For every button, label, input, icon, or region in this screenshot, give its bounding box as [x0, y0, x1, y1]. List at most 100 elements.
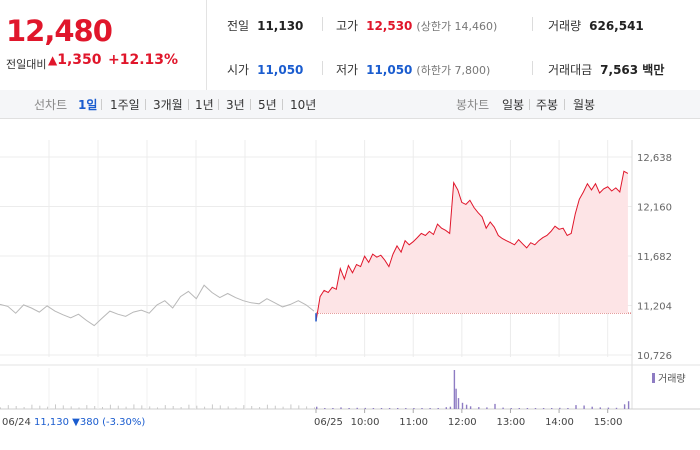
volume-bar	[429, 408, 431, 409]
change-amount: ▲1,350	[48, 52, 102, 68]
volume-bar-prev	[282, 406, 284, 409]
divider	[101, 99, 102, 110]
volume-bar-prev	[39, 405, 41, 409]
low-value: 11,050	[366, 63, 413, 77]
volume-bar	[437, 408, 439, 409]
volume-bar	[364, 407, 366, 409]
open-value: 11,050	[257, 63, 304, 77]
volume-bar	[478, 407, 480, 410]
y-tick-label: 10,726	[637, 351, 672, 362]
divider	[145, 99, 146, 110]
volume-bar-prev	[23, 407, 25, 409]
volume: 거래량 626,541	[548, 17, 644, 34]
volume-bar-prev	[172, 406, 174, 409]
current-price: 12,480	[6, 14, 113, 48]
volume-bar	[449, 406, 452, 409]
period-1d[interactable]: 1일	[78, 98, 98, 112]
period-3m[interactable]: 3개월	[153, 98, 183, 112]
prev-day-line	[0, 284, 315, 327]
change-label: 전일대비	[6, 58, 47, 71]
x-tick-label: 10:00	[351, 417, 380, 428]
divider	[282, 99, 283, 110]
volume-bar	[575, 405, 577, 409]
volume-bar	[591, 406, 593, 409]
volume-bar	[583, 405, 585, 409]
volume-bar-prev	[274, 405, 276, 409]
volume-bar-prev	[133, 404, 135, 409]
prev-close: 전일 11,130	[227, 17, 303, 34]
lower-limit: (하한가 7,800)	[416, 64, 491, 77]
divider	[218, 99, 219, 110]
volume-bar	[388, 408, 391, 409]
volume-bar-prev	[47, 406, 49, 409]
open-label: 시가	[227, 63, 250, 77]
volume-bar	[380, 408, 383, 409]
volume-legend-swatch	[652, 373, 655, 383]
quote-header: 12,480 전일대비 ▲1,350 +12.13% 전일 11,130 고가 12…	[0, 0, 700, 91]
up-triangle-icon: ▲	[48, 53, 58, 67]
volume-legend-label: 거래량	[658, 373, 686, 385]
volume-bar	[453, 370, 456, 409]
divider	[250, 99, 251, 110]
candle-weekly[interactable]: 주봉	[536, 98, 559, 112]
volume-bar	[332, 408, 334, 409]
change-percent: +12.13%	[108, 52, 179, 68]
volume-bar-prev	[141, 405, 143, 409]
candle-daily[interactable]: 일봉	[502, 98, 525, 112]
change-amount-value: 1,350	[57, 52, 102, 68]
line-chart-label: 선차트	[34, 98, 68, 112]
x-tick-label: 13:00	[496, 417, 525, 428]
volume-bar-prev	[219, 405, 221, 409]
volume-bar	[551, 408, 553, 409]
divider	[322, 61, 323, 75]
volume-bar-prev	[109, 404, 111, 409]
volume-bar	[457, 398, 460, 409]
period-1w[interactable]: 1주일	[110, 98, 140, 112]
volume-bar-prev	[78, 407, 80, 409]
candle-monthly[interactable]: 월봉	[573, 98, 596, 112]
divider	[532, 17, 533, 31]
volume-bar	[518, 408, 520, 409]
volume-bar-prev	[7, 405, 9, 409]
volume-bar	[397, 408, 399, 409]
volume-bar-prev	[102, 407, 103, 409]
volume-bar-prev	[211, 404, 213, 409]
prev-day-label: 06/24	[2, 417, 31, 428]
period-10y[interactable]: 10년	[290, 98, 317, 112]
volume-bar	[461, 402, 464, 409]
y-tick-label: 11,682	[637, 252, 672, 263]
period-5y[interactable]: 5년	[258, 98, 277, 112]
volume-value: 626,541	[589, 19, 644, 33]
price-box: 12,480 전일대비 ▲1,350 +12.13%	[0, 0, 207, 90]
volume-bar-prev	[188, 404, 190, 409]
trading-value-label: 거래대금	[548, 63, 593, 77]
volume-bar-prev	[86, 405, 88, 409]
candle-chart-label: 봉차트	[456, 98, 490, 112]
volume-bar-prev	[298, 405, 300, 409]
volume-bar	[607, 407, 610, 409]
volume-bar	[534, 408, 537, 409]
volume-bar-prev	[204, 406, 206, 409]
volume-bar-prev	[196, 405, 198, 409]
divider	[529, 99, 530, 110]
chart-toolbar: 선차트 1일 1주일 3개월 1년 3년 5년 10년 봉차트 일봉 주봉 월봉	[0, 90, 700, 119]
volume-bar-prev	[62, 405, 64, 409]
period-1y[interactable]: 1년	[195, 98, 214, 112]
volume-bar	[567, 408, 569, 409]
volume-bar	[340, 407, 342, 409]
volume-bar	[599, 407, 601, 409]
today-line	[315, 170, 629, 322]
period-3y[interactable]: 3년	[226, 98, 245, 112]
volume-bar	[405, 408, 407, 409]
volume-bar-prev	[15, 406, 17, 409]
volume-bar	[627, 401, 630, 409]
volume-bar	[469, 406, 472, 409]
high-value: 12,530	[366, 19, 413, 33]
x-tick-label: 06/25	[314, 417, 343, 428]
prev-close-value: 11,130	[257, 19, 304, 33]
volume-bar	[542, 408, 545, 409]
volume-bar	[510, 408, 512, 409]
upper-limit: (상한가 14,460)	[416, 20, 498, 33]
volume-bar-prev	[117, 405, 119, 409]
volume-bar	[356, 407, 358, 409]
